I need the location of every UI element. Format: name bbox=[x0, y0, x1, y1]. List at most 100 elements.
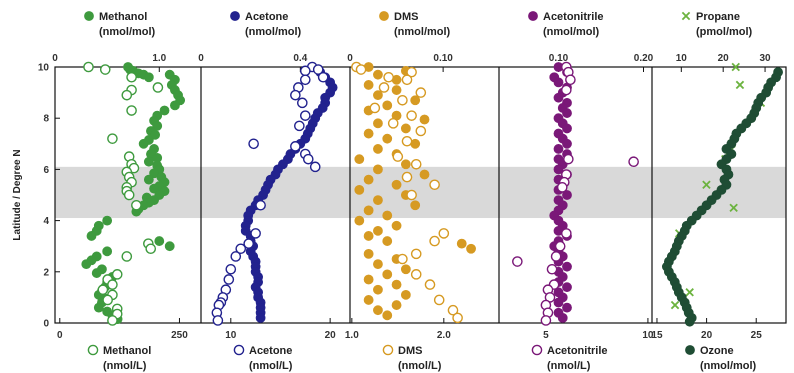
data-point bbox=[93, 302, 104, 313]
data-point bbox=[302, 153, 314, 165]
x-stroke bbox=[685, 288, 694, 297]
x-stroke bbox=[670, 300, 680, 310]
data-point bbox=[419, 169, 430, 180]
y-tick-label: 8 bbox=[43, 114, 49, 125]
data-point bbox=[731, 62, 740, 72]
data-point bbox=[223, 274, 235, 285]
data-point bbox=[143, 156, 154, 167]
top-x-tick-label: 0 bbox=[347, 53, 353, 64]
data-point bbox=[382, 133, 393, 144]
top-x-tick-label: 0.20 bbox=[634, 53, 654, 64]
data-point bbox=[554, 240, 566, 252]
data-point bbox=[382, 310, 393, 321]
top-x-tick-label: 20 bbox=[718, 53, 730, 64]
data-point bbox=[391, 220, 402, 231]
legend-unit: (pmol/mol) bbox=[696, 26, 753, 38]
data-point bbox=[297, 97, 308, 109]
data-point bbox=[235, 243, 247, 255]
bottom-x-tick-label: 2.0 bbox=[437, 330, 451, 341]
data-point bbox=[562, 108, 572, 118]
legend-marker bbox=[681, 11, 691, 21]
data-point bbox=[563, 153, 574, 165]
data-point bbox=[164, 241, 175, 252]
top-x-tick-label: 0.10 bbox=[549, 53, 569, 64]
data-point bbox=[562, 261, 572, 272]
x-stroke bbox=[731, 62, 740, 72]
y-tick-label: 2 bbox=[43, 267, 49, 278]
legend-label: Acetone bbox=[249, 345, 292, 357]
bottom-x-tick-label: 5 bbox=[543, 330, 549, 341]
data-point bbox=[562, 282, 572, 293]
top-x-tick-label: 0.4 bbox=[293, 53, 307, 64]
data-point bbox=[363, 174, 374, 185]
legend-unit: (nmol/mol) bbox=[700, 360, 757, 372]
data-point bbox=[553, 77, 564, 88]
data-point bbox=[143, 72, 154, 83]
data-point bbox=[735, 80, 745, 90]
legend-unit: (nmol/L) bbox=[103, 360, 147, 372]
legend-unit: (nmol/mol) bbox=[394, 26, 451, 38]
data-point bbox=[387, 118, 399, 129]
legend-marker bbox=[528, 11, 538, 21]
data-point bbox=[373, 164, 383, 175]
data-point bbox=[456, 238, 467, 249]
data-point bbox=[391, 300, 402, 310]
data-point bbox=[401, 135, 413, 147]
data-point bbox=[355, 64, 367, 75]
data-point bbox=[363, 231, 374, 241]
bottom-x-tick-label: 1.0 bbox=[345, 330, 359, 341]
data-point bbox=[410, 200, 421, 211]
data-point bbox=[255, 312, 266, 323]
data-point bbox=[373, 69, 383, 80]
legend-unit: (nmol/L) bbox=[547, 360, 591, 372]
data-point bbox=[309, 161, 321, 173]
data-point bbox=[121, 89, 133, 101]
top-x-tick-label: 0.10 bbox=[433, 53, 453, 64]
data-point bbox=[152, 82, 164, 93]
data-point bbox=[354, 154, 365, 165]
data-point bbox=[102, 215, 113, 226]
data-point bbox=[86, 231, 97, 241]
bottom-x-tick-label: 15 bbox=[651, 330, 663, 341]
data-point bbox=[102, 294, 113, 306]
data-point bbox=[243, 238, 254, 249]
legend-marker bbox=[382, 344, 394, 356]
x-stroke bbox=[681, 11, 691, 21]
series-bottom-acetone bbox=[211, 61, 329, 326]
data-point bbox=[123, 189, 135, 201]
data-point bbox=[363, 248, 374, 259]
data-point bbox=[466, 243, 476, 254]
data-point bbox=[406, 66, 417, 78]
plot-frame bbox=[54, 66, 787, 324]
data-point bbox=[391, 179, 402, 190]
data-point bbox=[684, 316, 695, 327]
data-point bbox=[392, 151, 404, 162]
data-point bbox=[299, 74, 311, 86]
data-point bbox=[553, 92, 564, 103]
data-point bbox=[382, 210, 393, 221]
data-point bbox=[363, 128, 374, 139]
data-point bbox=[111, 269, 123, 280]
bottom-x-tick-label: 20 bbox=[325, 330, 337, 341]
data-point bbox=[126, 105, 137, 116]
legend-layer: Methanol (nmol/mol) Methanol (nmol/L) Aceton… bbox=[84, 11, 757, 372]
legend-marker bbox=[685, 345, 695, 355]
data-point bbox=[294, 120, 305, 132]
data-point bbox=[317, 71, 329, 83]
data-point bbox=[400, 159, 411, 170]
legend-marker bbox=[87, 344, 99, 356]
data-point bbox=[562, 302, 572, 313]
data-point bbox=[433, 294, 445, 306]
legend-unit: (nmol/mol) bbox=[99, 26, 156, 38]
top-x-tick-label: 0 bbox=[198, 53, 204, 64]
data-point bbox=[230, 251, 242, 262]
data-point bbox=[382, 236, 393, 246]
y-tick-label: 4 bbox=[43, 216, 49, 227]
legend-unit: (nmol/L) bbox=[249, 360, 293, 372]
data-point bbox=[81, 259, 92, 270]
data-point bbox=[410, 158, 422, 170]
legend-marker bbox=[84, 11, 94, 21]
data-point bbox=[512, 256, 523, 267]
data-point bbox=[373, 259, 383, 270]
